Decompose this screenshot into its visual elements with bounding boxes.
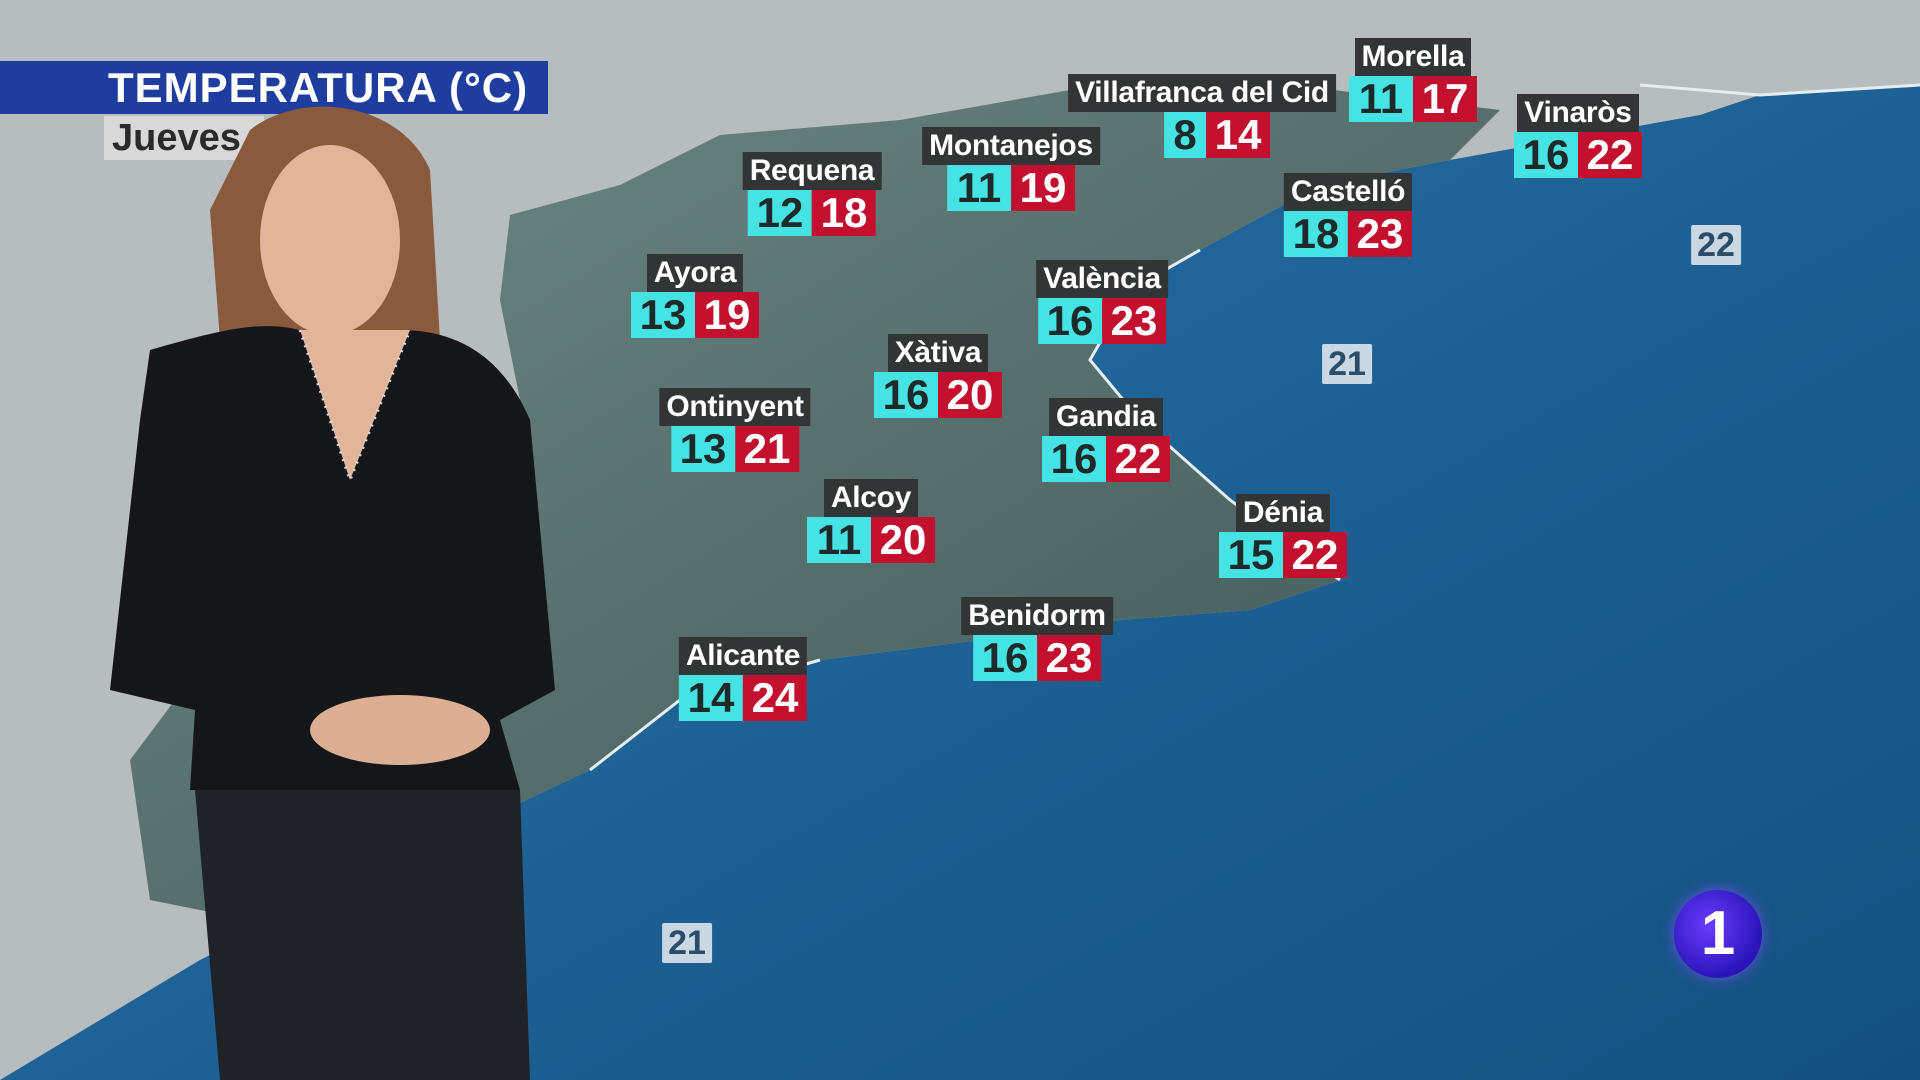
city-name: Montanejos [922,127,1100,165]
city-name: Alicante [678,637,808,675]
city-label-castello: Castelló 18 23 [1283,173,1413,257]
city-label-valencia: València 16 23 [1036,260,1168,344]
city-label-ontinyent: Ontinyent 13 21 [659,388,811,472]
min-temp: 11 [1349,76,1413,122]
city-name: Ayora [646,254,744,292]
min-temp: 13 [670,426,735,472]
map-title: TEMPERATURA (°C) [0,61,548,114]
city-label-gandia: Gandia 16 22 [1042,398,1170,482]
city-name: Villafranca del Cid [1068,74,1336,112]
max-temp: 23 [1037,635,1101,681]
sea-temperature: 22 [1691,225,1741,265]
city-name: Requena [742,152,882,190]
city-label-vinaros: Vinaròs 16 22 [1514,94,1642,178]
city-name: Dénia [1235,494,1331,532]
min-temp: 14 [679,675,743,721]
max-temp: 21 [734,426,799,472]
city-label-benidorm: Benidorm 16 23 [961,597,1113,681]
max-temp: 24 [743,675,807,721]
city-label-xativa: Xàtiva 16 20 [874,334,1002,418]
city-label-montanejos: Montanejos 11 19 [922,127,1100,211]
city-label-villafranca-del-cid: Villafranca del Cid 8 14 [1068,74,1336,158]
max-temp: 22 [1106,436,1170,482]
city-label-alcoy: Alcoy 11 20 [807,479,935,563]
min-temp: 16 [1037,298,1102,344]
city-label-morella: Morella 11 17 [1349,38,1477,122]
sea-temperature: 21 [662,923,712,963]
min-temp: 16 [1514,132,1578,178]
max-temp: 19 [1010,165,1075,211]
channel-logo: 1 [1674,890,1762,978]
max-temp: 17 [1413,76,1477,122]
min-temp: 13 [631,292,695,338]
max-temp: 18 [811,190,876,236]
city-name: Benidorm [961,597,1113,635]
max-temp: 23 [1348,211,1412,257]
min-temp: 18 [1284,211,1348,257]
max-temp: 20 [871,517,935,563]
city-name: Vinaròs [1517,94,1639,132]
city-name: València [1036,260,1168,298]
min-temp: 16 [1042,436,1106,482]
max-temp: 23 [1101,298,1166,344]
city-name: Xàtiva [887,334,989,372]
min-temp: 8 [1164,112,1206,158]
min-temp: 16 [973,635,1037,681]
city-name: Gandia [1049,398,1163,436]
min-temp: 15 [1219,532,1283,578]
presenter-figure [110,106,555,1080]
max-temp: 20 [938,372,1002,418]
city-name: Alcoy [823,479,919,517]
max-temp: 14 [1206,112,1270,158]
min-temp: 11 [946,165,1011,211]
min-temp: 12 [747,190,812,236]
city-label-ayora: Ayora 13 19 [631,254,759,338]
city-label-requena: Requena 12 18 [742,152,882,236]
min-temp: 16 [874,372,938,418]
city-label-alicante: Alicante 14 24 [678,637,808,721]
forecast-day: Jueves [104,116,264,160]
min-temp: 11 [807,517,871,563]
max-temp: 19 [695,292,759,338]
city-name: Castelló [1283,173,1413,211]
city-name: Ontinyent [659,388,811,426]
city-name: Morella [1354,38,1472,76]
max-temp: 22 [1283,532,1347,578]
max-temp: 22 [1578,132,1642,178]
sea-temperature: 21 [1322,344,1372,384]
city-label-denia: Dénia 15 22 [1219,494,1347,578]
